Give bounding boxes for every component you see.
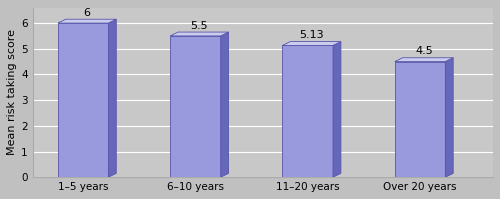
Text: 5.5: 5.5 [190, 21, 208, 31]
Polygon shape [170, 36, 220, 177]
Polygon shape [58, 23, 108, 177]
Polygon shape [282, 45, 333, 177]
Polygon shape [282, 42, 341, 45]
Polygon shape [108, 19, 116, 177]
Polygon shape [170, 32, 228, 36]
Text: 5.13: 5.13 [300, 30, 324, 40]
Polygon shape [220, 32, 228, 177]
Polygon shape [333, 42, 341, 177]
Polygon shape [395, 58, 453, 62]
Polygon shape [395, 62, 446, 177]
Y-axis label: Mean risk taking score: Mean risk taking score [7, 29, 17, 155]
Polygon shape [58, 19, 116, 23]
Text: 4.5: 4.5 [415, 46, 433, 57]
Text: 6: 6 [84, 8, 90, 18]
Polygon shape [446, 58, 453, 177]
